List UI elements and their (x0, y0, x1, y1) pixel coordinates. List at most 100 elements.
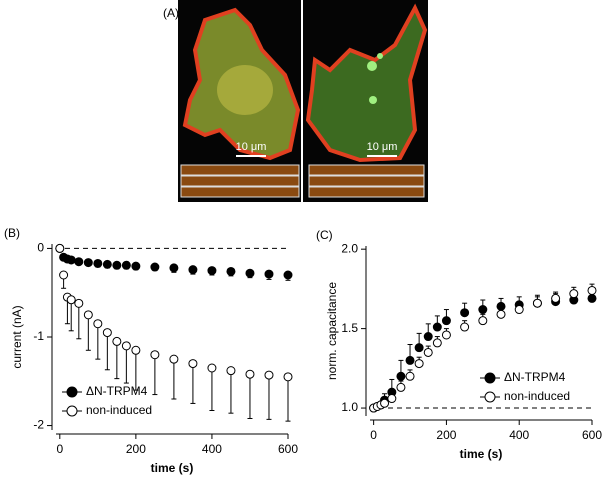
data-point (496, 309, 506, 319)
data-point (55, 243, 65, 253)
data-point (74, 298, 84, 308)
scale-bar-label: 10 μm (236, 141, 267, 153)
data-point (432, 338, 442, 348)
data-point (121, 260, 131, 270)
x-tick-label: 200 (436, 428, 456, 442)
data-point (551, 293, 561, 303)
data-point (264, 269, 274, 279)
data-point (66, 295, 76, 305)
x-axis-label: time (s) (460, 447, 503, 461)
data-point (423, 347, 433, 357)
data-point (380, 398, 390, 408)
data-point (169, 263, 179, 273)
scale-bar-label: 10 μm (367, 141, 398, 153)
x-tick-label: 0 (56, 442, 63, 456)
data-point (245, 268, 255, 278)
y-tick-label: 1.0 (341, 400, 358, 414)
legend-label: ΔN-TRPM4 (504, 370, 566, 384)
vesicle (369, 96, 377, 104)
data-point (245, 369, 255, 379)
legend-marker (66, 386, 78, 398)
x-tick-label: 600 (582, 428, 602, 442)
data-point (59, 270, 69, 280)
x-tick-label: 400 (202, 442, 222, 456)
data-point (121, 341, 131, 351)
data-point (460, 322, 470, 332)
z-section (180, 186, 300, 198)
panel-label: (A) (163, 6, 179, 20)
panel-label: (C) (316, 228, 333, 242)
x-tick-label: 0 (370, 428, 377, 442)
data-point (587, 293, 597, 303)
data-point (414, 343, 424, 353)
data-point (207, 266, 217, 276)
data-point (441, 316, 451, 326)
data-point (478, 305, 488, 315)
data-point (283, 270, 293, 280)
data-point (188, 359, 198, 369)
data-point (460, 308, 470, 318)
data-point (131, 261, 141, 271)
data-point (83, 310, 93, 320)
y-tick-label: 1.5 (341, 321, 358, 335)
data-point (396, 382, 406, 392)
data-point (283, 372, 293, 382)
data-point (226, 366, 236, 376)
z-section (180, 175, 300, 187)
y-tick-label: -1 (33, 329, 44, 343)
data-point (93, 258, 103, 268)
data-point (514, 305, 524, 315)
data-point (188, 265, 198, 275)
data-point (405, 371, 415, 381)
data-point (423, 332, 433, 342)
y-tick-label: 0 (37, 241, 44, 255)
y-tick-label: 2.0 (341, 241, 358, 255)
z-section (308, 175, 425, 187)
data-point (226, 266, 236, 276)
legend-label: non-induced (504, 389, 570, 403)
data-point (150, 350, 160, 360)
data-point (207, 363, 217, 373)
data-point (112, 260, 122, 270)
legend-label: ΔN-TRPM4 (86, 384, 148, 398)
x-tick-label: 200 (126, 442, 146, 456)
data-point (93, 319, 103, 329)
x-axis-label: time (s) (151, 461, 194, 475)
z-section (180, 164, 300, 176)
panel-label: (B) (4, 226, 20, 240)
x-tick-label: 600 (278, 442, 298, 456)
z-section (308, 186, 425, 198)
legend-marker (484, 391, 496, 403)
cell-nucleus (217, 65, 273, 115)
data-point (102, 328, 112, 338)
micrograph: 10 μm 10 μm (178, 0, 428, 202)
data-point (74, 257, 84, 267)
y-axis-label: norm. capacitance (325, 282, 339, 380)
data-point (131, 345, 141, 355)
data-point (396, 371, 406, 381)
data-point (405, 355, 415, 365)
legend-marker (484, 372, 496, 384)
z-section (308, 164, 425, 176)
data-point (441, 330, 451, 340)
data-point (66, 255, 76, 265)
data-point (432, 322, 442, 332)
legend-label: non-induced (86, 403, 152, 417)
x-tick-label: 400 (509, 428, 529, 442)
data-point (112, 336, 122, 346)
legend-marker (66, 405, 78, 417)
data-point (102, 259, 112, 269)
data-point (83, 258, 93, 268)
data-point (569, 289, 579, 299)
data-point (387, 394, 397, 404)
data-point (532, 298, 542, 308)
vesicle (367, 61, 377, 71)
data-point (150, 262, 160, 272)
y-axis-label: current (nA) (10, 305, 24, 368)
y-tick-label: -2 (33, 418, 44, 432)
data-point (587, 285, 597, 295)
vesicle (377, 53, 383, 59)
data-point (478, 316, 488, 326)
data-point (169, 354, 179, 364)
